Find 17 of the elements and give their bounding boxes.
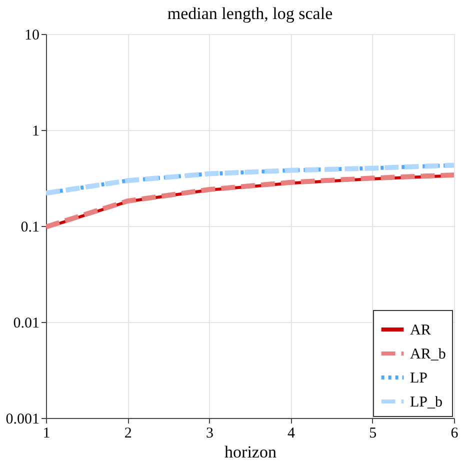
x-tick-label: 2	[124, 426, 132, 442]
y-tick-label: 0.001	[6, 412, 40, 428]
x-axis-title: horizon	[224, 442, 277, 462]
x-tick-label: 6	[450, 426, 459, 442]
legend-label: AR_b	[410, 346, 446, 362]
legend-label: LP_b	[410, 394, 443, 410]
x-tick-label: 1	[42, 426, 50, 442]
y-tick-label: 0.1	[20, 220, 40, 236]
x-tick-label: 3	[206, 426, 214, 442]
legend-label: AR	[410, 322, 431, 338]
y-tick-label: 0.01	[13, 316, 40, 332]
chart-title: median length, log scale	[167, 4, 333, 23]
y-tick-label: 1	[32, 124, 40, 140]
x-tick-label: 5	[369, 426, 377, 442]
y-tick-label: 10	[24, 28, 40, 44]
x-tick-label: 4	[288, 426, 296, 442]
legend-label: LP	[410, 370, 428, 386]
